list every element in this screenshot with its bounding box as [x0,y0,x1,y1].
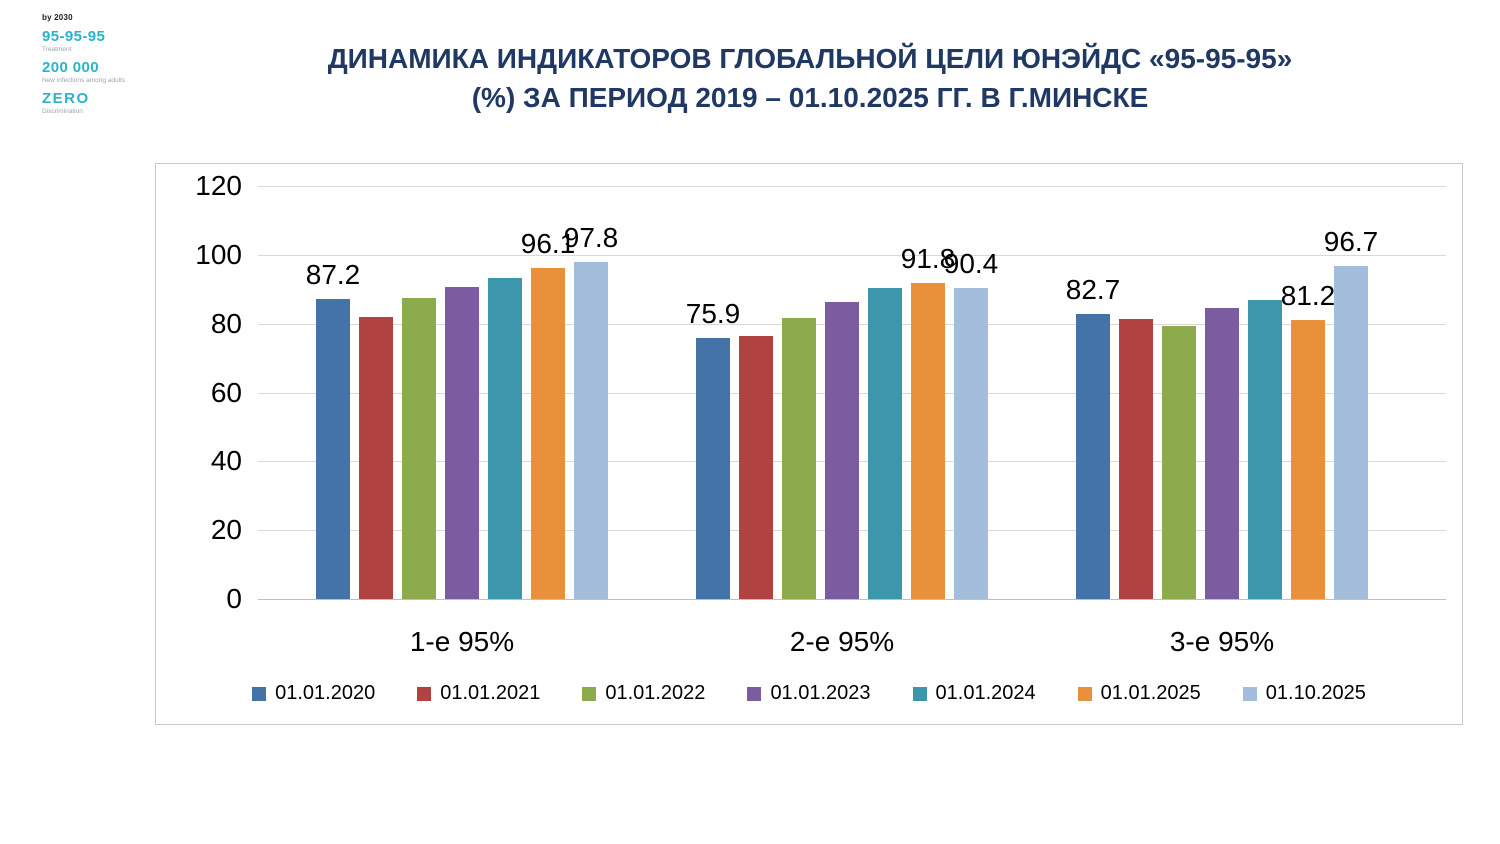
logo-tagline: by 2030 [42,13,73,22]
bar-value-label: 96.7 [1323,226,1379,258]
bar-01.01.2021-group2 [739,336,773,599]
bar-value-label: 82.7 [1065,274,1121,306]
logo-200000: 200 000 [42,59,100,76]
legend-swatch [582,686,597,701]
bar-value-label: 90.4 [943,247,999,279]
unaids-logo: by 2030 95-95-95 Treatment 200 000 New i… [42,13,172,115]
legend-label: 01.01.2021 [440,682,541,704]
bar-01.10.2025-group1: 97.8 [564,222,618,599]
legend-label: 01.01.2024 [935,682,1036,704]
bar-groups: 87.2 96.1 97.8 75.9 91.8 90.4 82.7 81.2 96.7 [258,186,1446,599]
chart-container: 0 20 40 60 80 100 120 87.2 96.1 97.8 75.9 91.8 90.4… [155,163,1463,725]
bar-01.01.2020-group2: 75.9 [686,298,740,599]
x-axis-label-1: 1-е 95% [409,626,515,657]
gridline-100 [258,254,1446,256]
bar-group-3: 82.7 81.2 96.7 [1066,226,1378,599]
bar-01.01.2025-group2: 91.8 [901,243,955,599]
bar-value-label: 96.1 [520,228,576,260]
y-tick-label-100: 100 [195,238,242,270]
logo-zero: ZERO [42,90,90,107]
y-tick-label-20: 20 [210,514,242,546]
bar-value-label: 91.8 [900,243,956,275]
gridline-120 [258,186,1446,187]
bar-01.10.2025-group2: 90.4 [944,248,998,599]
bar-01.01.2025-group3: 81.2 [1281,280,1335,599]
legend-swatch [1242,686,1257,701]
x-axis-label-3: 3-е 95% [1169,626,1275,657]
logo-95-95-95: 95-95-95 [42,28,106,45]
y-tick-label-80: 80 [210,307,242,339]
legend-swatch [417,686,432,701]
legend-swatch [1077,686,1092,701]
plot-area: 87.2 96.1 97.8 75.9 91.8 90.4 82.7 81.2 96.7 [258,186,1446,600]
bar-01.01.2023-group2 [825,301,859,599]
legend-item-01.01.2021: 01.01.2021 [417,682,540,705]
y-tick-label-40: 40 [210,445,242,477]
page-title-line2: (%) ЗА ПЕРИОД 2019 – 01.10.2025 ГГ. В Г.… [471,81,1149,113]
legend-swatch [252,686,267,701]
x-axis-labels: 1-е 95% 2-е 95% 3-е 95% [258,626,1446,658]
y-tick-label-0: 0 [226,583,242,614]
bar-01.01.2022-group3 [1162,326,1196,599]
bar-value-label: 87.2 [305,258,361,290]
page-title-line1: ДИНАМИКА ИНДИКАТОРОВ ГЛОБАЛЬНОЙ ЦЕЛИ ЮНЭ… [327,43,1293,74]
bar-01.01.2023-group3 [1205,308,1239,599]
bar-group-2: 75.9 91.8 90.4 [686,243,998,599]
bar-01.01.2022-group1 [402,298,436,599]
legend-swatch [747,686,762,701]
bar-01.01.2022-group2 [782,317,816,599]
bar-01.01.2021-group1 [359,316,393,599]
bar-01.01.2024-group3 [1248,299,1282,599]
bar-01.01.2023-group1 [445,287,479,599]
bar-01.01.2024-group2 [868,287,902,599]
gridline-0 [258,599,1446,600]
logo-discrimination-label: Discrimination [42,108,83,115]
bar-01.01.2025-group1: 96.1 [521,228,575,599]
legend-swatch [912,686,927,701]
legend-item-01.01.2020: 01.01.2020 [252,682,375,705]
legend-label: 01.01.2025 [1100,682,1201,704]
legend-label: 01.10.2025 [1265,682,1366,704]
bar-01.01.2020-group3: 82.7 [1066,274,1120,599]
legend-item-01.01.2022: 01.01.2022 [582,682,705,705]
logo-treatment-label: Treatment [42,46,72,53]
x-axis-label-2: 2-е 95% [789,626,895,657]
bar-01.01.2021-group3 [1119,318,1153,599]
legend-label: 01.01.2022 [605,682,706,704]
legend-label: 01.01.2023 [770,682,871,704]
bar-01.01.2020-group1: 87.2 [306,259,360,599]
y-tick-label-60: 60 [210,376,242,408]
bar-01.10.2025-group3: 96.7 [1324,226,1378,599]
legend-label: 01.01.2020 [275,682,376,704]
bar-value-label: 75.9 [685,297,741,329]
page-title: ДИНАМИКА ИНДИКАТОРОВ ГЛОБАЛЬНОЙ ЦЕЛИ ЮНЭ… [170,40,1450,117]
logo-new-infections-label: New infections among adults [42,77,126,84]
legend: 01.01.2020 01.01.2021 01.01.2022 01.01.2023… [156,682,1462,705]
legend-item-01.01.2023: 01.01.2023 [747,682,871,705]
legend-item-01.01.2025: 01.01.2025 [1077,682,1201,705]
legend-item-01.10.2025: 01.10.2025 [1242,682,1366,705]
legend-item-01.01.2024: 01.01.2024 [912,682,1036,705]
bar-01.01.2024-group1 [488,278,522,599]
y-tick-label-120: 120 [195,170,242,201]
bar-value-label: 97.8 [563,222,619,254]
bar-value-label: 81.2 [1280,279,1336,311]
bar-group-1: 87.2 96.1 97.8 [306,222,618,599]
